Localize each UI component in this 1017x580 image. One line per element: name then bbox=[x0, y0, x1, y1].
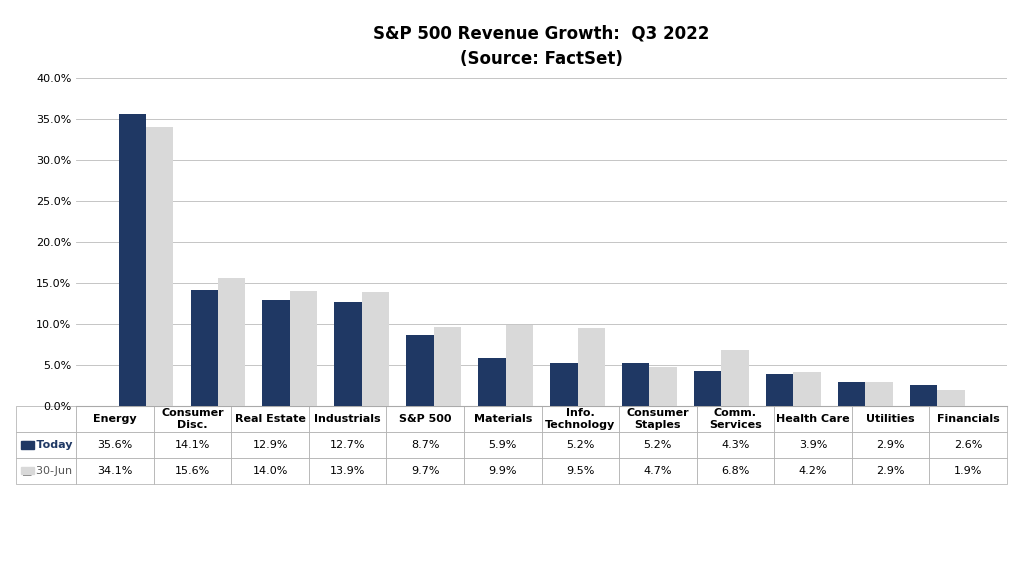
Bar bbox=[290, 291, 317, 406]
Bar bbox=[650, 368, 676, 406]
Bar bbox=[505, 325, 533, 406]
Bar bbox=[218, 278, 245, 406]
Bar bbox=[766, 374, 793, 406]
Bar bbox=[622, 364, 650, 406]
Bar bbox=[793, 372, 821, 406]
Bar bbox=[694, 371, 721, 406]
Bar bbox=[910, 385, 938, 406]
Bar bbox=[478, 358, 505, 406]
Bar bbox=[362, 292, 390, 406]
Bar bbox=[119, 114, 145, 406]
Bar bbox=[407, 335, 433, 406]
Bar bbox=[938, 390, 964, 406]
Bar bbox=[578, 328, 605, 406]
Bar bbox=[190, 291, 218, 406]
Bar bbox=[433, 327, 461, 406]
Title: S&P 500 Revenue Growth:  Q3 2022
(Source: FactSet): S&P 500 Revenue Growth: Q3 2022 (Source:… bbox=[373, 24, 710, 68]
Bar bbox=[721, 350, 749, 406]
Bar bbox=[550, 364, 578, 406]
Bar bbox=[838, 382, 865, 406]
Bar bbox=[335, 302, 362, 406]
Bar bbox=[145, 126, 173, 406]
Bar bbox=[262, 300, 290, 406]
Bar bbox=[865, 382, 893, 406]
